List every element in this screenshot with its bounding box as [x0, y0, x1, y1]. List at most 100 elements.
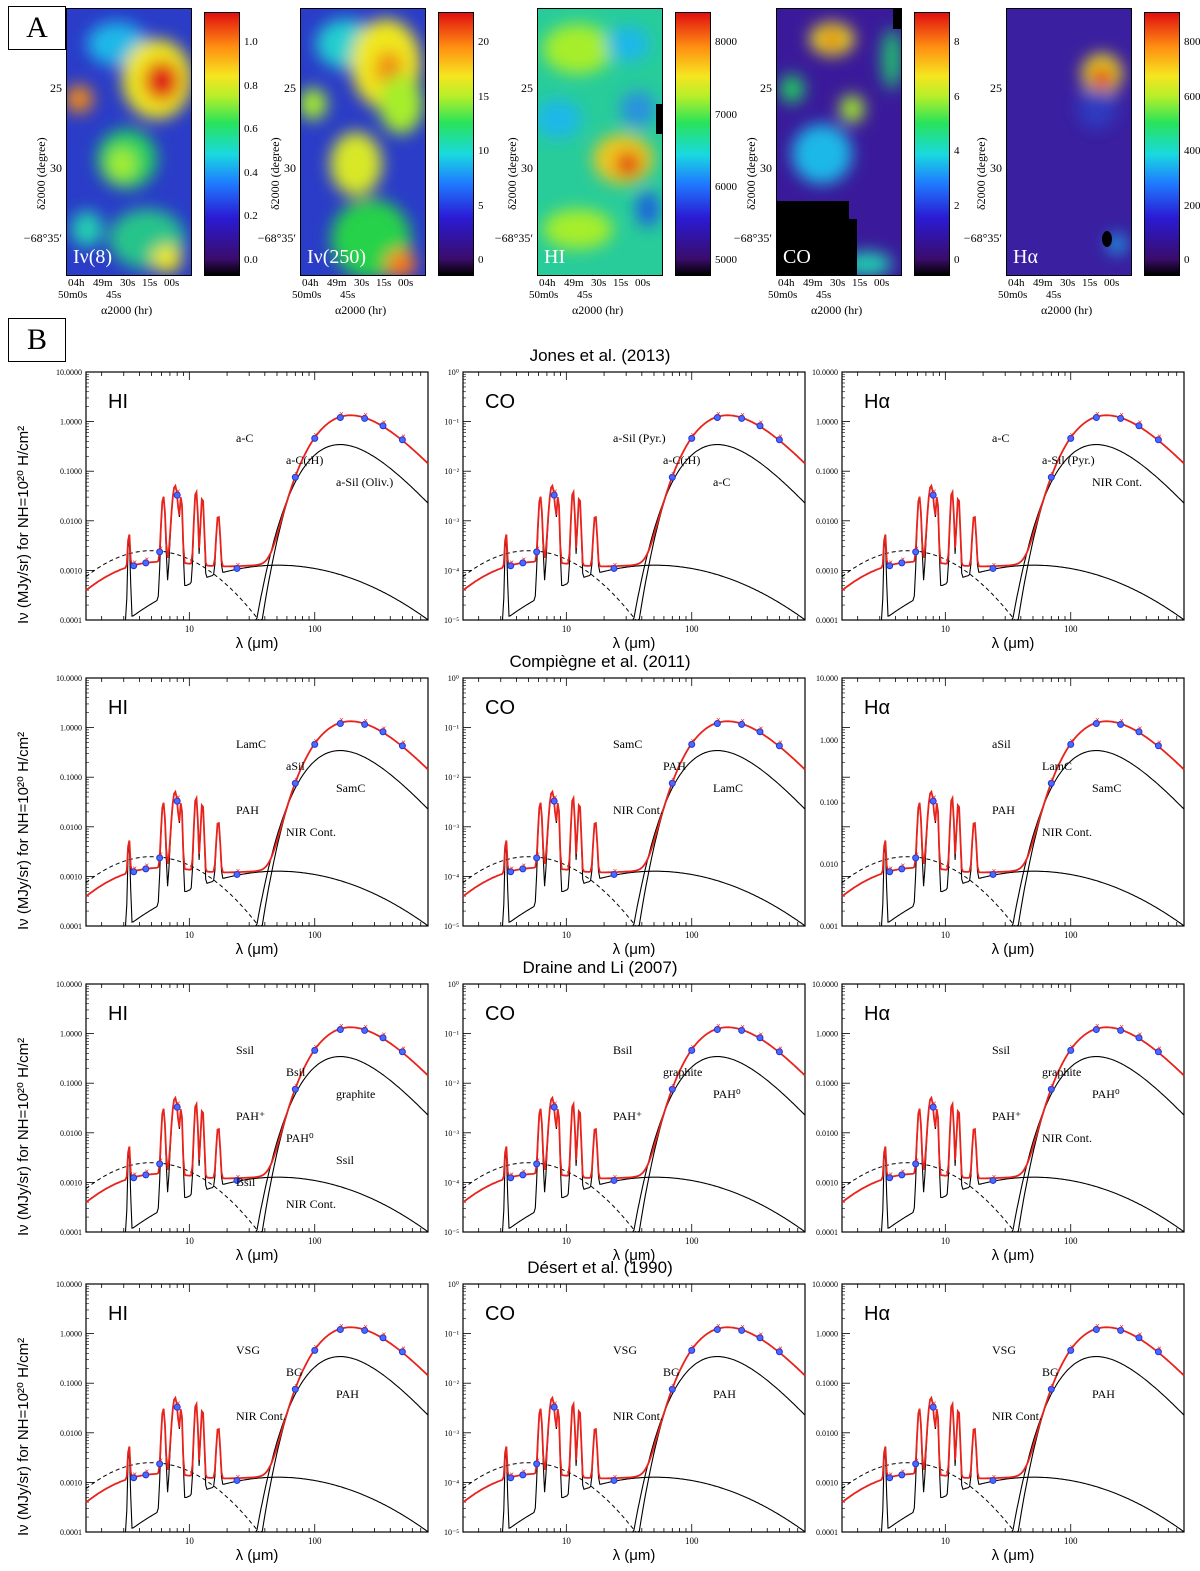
y-tick-label: 10.000 — [816, 674, 838, 683]
y-tick-label: 10⁻¹ — [444, 418, 459, 427]
model-band-point: × — [1069, 736, 1074, 745]
map-xtick: 04h — [778, 277, 795, 289]
model-band-point: × — [339, 410, 344, 419]
component-label: a-C — [236, 431, 253, 445]
map-ytick: −68°35′ — [257, 231, 296, 245]
observed-data-point — [1047, 779, 1055, 787]
model-band-point: × — [778, 432, 783, 441]
component-curve — [842, 790, 1185, 927]
y-tick-label: 0.0010 — [816, 1178, 838, 1187]
component-label: NIR Cont. — [613, 803, 663, 817]
colorbar-tick: 0.2 — [244, 210, 258, 223]
model-band-point: × — [158, 850, 163, 859]
observed-data-point — [688, 1346, 696, 1354]
observed-data-point — [533, 1460, 541, 1468]
observed-data-point — [361, 720, 369, 728]
observed-data-point — [1047, 1385, 1055, 1393]
model-band-point: × — [716, 716, 721, 725]
observed-data-point — [756, 1034, 764, 1042]
y-tick-label: 0.0001 — [60, 1228, 82, 1237]
observed-data-point — [668, 1085, 676, 1093]
sed-plot-svg: 10.0000 1.0000 0.1000 0.0100 0.0010 0.0001 10 1… — [56, 980, 429, 1264]
component-curve — [842, 444, 1185, 621]
observed-data-point — [929, 1103, 937, 1111]
model-band-point: × — [690, 1042, 695, 1051]
colorbar-tick: 2 — [954, 199, 960, 212]
y-tick-label: 10⁻⁵ — [444, 1528, 459, 1537]
y-tick-label: 1.0000 — [816, 1330, 838, 1339]
model-band-point: × — [1138, 724, 1143, 733]
x-tick-label: 100 — [685, 930, 699, 940]
model-band-point: × — [236, 866, 241, 875]
observed-data-point — [688, 1046, 696, 1054]
model-band-point: × — [690, 1342, 695, 1351]
map-xtick: 04h — [539, 277, 556, 289]
model-band-point: × — [294, 1081, 299, 1090]
sed-plot-svg: 10.0000 1.0000 0.1000 0.0100 0.0010 0.0001 10 1… — [812, 368, 1185, 652]
observed-data-point — [1047, 473, 1055, 481]
component-label: SamC — [1092, 781, 1121, 795]
component-label: NIR Cont. — [236, 1409, 286, 1423]
component-label: a-C(:H) — [286, 453, 323, 467]
model-band-point: × — [401, 432, 406, 441]
model-band-point: × — [759, 418, 764, 427]
model-band-point: × — [158, 1456, 163, 1465]
model-band-point: × — [522, 861, 527, 870]
model-band-point: × — [339, 1322, 344, 1331]
observed-data-point — [550, 491, 558, 499]
sed-plot-svg: 10.0000 1.0000 0.1000 0.0100 0.0010 0.0001 10 1… — [56, 368, 429, 652]
colorbar — [914, 12, 950, 276]
map-xaxis-label: α2000 (hr) — [1041, 303, 1093, 317]
observed-data-point — [533, 548, 541, 556]
model-band-point: × — [294, 469, 299, 478]
sed-plot-svg: 10.000 1.000 0.100 0.010 0.001 10 100 λ (μm) Hα ×… — [816, 674, 1185, 958]
x-tick-label: 100 — [1064, 1536, 1078, 1546]
model-band-point: × — [888, 558, 893, 567]
sed-plot: 10.0000 1.0000 0.1000 0.0100 0.0010 0.0001 10 1… — [812, 1280, 1185, 1564]
observed-data-point — [156, 1160, 164, 1168]
map-xtick: 00s — [635, 277, 651, 289]
y-tick-label: 10.0000 — [812, 1280, 838, 1289]
model-band-point: × — [401, 738, 406, 747]
component-label: PAH — [663, 759, 686, 773]
model-band-point: × — [236, 560, 241, 569]
x-tick-label: 100 — [308, 624, 322, 634]
map-yaxis-label: δ2000 (degree) — [268, 137, 282, 210]
y-tick-label: 10⁻² — [444, 773, 459, 782]
model-band-point: × — [759, 1330, 764, 1339]
y-tick-label: 10.0000 — [812, 980, 838, 989]
panel-column-label: CO — [485, 1303, 515, 1325]
component-label: graphite — [1042, 1065, 1081, 1079]
observed-data-point — [130, 562, 138, 570]
y-tick-label: 10⁻³ — [444, 823, 459, 832]
model-band-point: × — [778, 738, 783, 747]
observed-data-point — [379, 728, 387, 736]
colorbar-tick: 15 — [478, 90, 489, 103]
map-yaxis-label: δ2000 (degree) — [744, 137, 758, 210]
model-band-point: × — [716, 1022, 721, 1031]
model-band-point: × — [535, 1456, 540, 1465]
y-tick-label: 0.0100 — [60, 517, 82, 526]
observed-data-point — [173, 1403, 181, 1411]
map-xaxis-label: α2000 (hr) — [335, 303, 387, 317]
y-tick-label: 10⁻¹ — [444, 1030, 459, 1039]
map-tag: Iν(8) — [73, 246, 113, 268]
model-band-point: × — [145, 861, 150, 870]
model-band-point: × — [671, 469, 676, 478]
component-label: Bsil — [613, 1043, 633, 1057]
observed-data-point — [1047, 1085, 1055, 1093]
observed-data-point — [713, 1026, 721, 1034]
observed-data-point — [1117, 720, 1125, 728]
model-band-point: × — [1157, 1344, 1162, 1353]
component-curve — [463, 1356, 806, 1533]
observed-data-point — [550, 1403, 558, 1411]
model-band-point: × — [716, 1322, 721, 1331]
observed-data-point — [912, 854, 920, 862]
map-ytick: 30 — [284, 161, 296, 175]
map-ytick: 30 — [760, 161, 772, 175]
x-tick-label: 10 — [941, 930, 951, 940]
observed-data-point — [610, 1476, 618, 1484]
map-xaxis-label: α2000 (hr) — [572, 303, 624, 317]
x-tick-label: 10 — [185, 624, 195, 634]
colorbar-tick: 7000 — [715, 108, 737, 121]
